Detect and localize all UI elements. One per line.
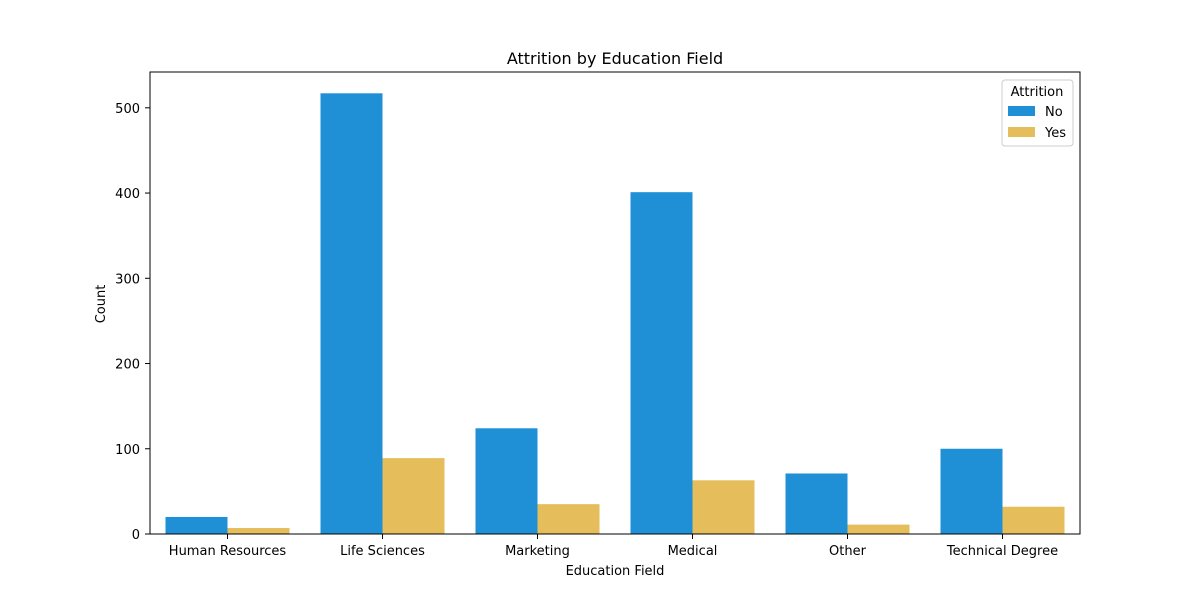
x-tick-label: Other <box>829 544 867 559</box>
x-tick-label: Life Sciences <box>340 544 425 559</box>
legend-title: Attrition <box>1011 85 1064 100</box>
bar-technical-degree-yes <box>1002 506 1065 534</box>
bar-other-no <box>785 473 848 534</box>
bar-marketing-no <box>475 428 538 534</box>
bar-life-sciences-yes <box>382 458 445 534</box>
legend-label-yes: Yes <box>1044 126 1066 141</box>
bar-medical-yes <box>692 480 755 534</box>
legend-label-no: No <box>1045 105 1063 120</box>
y-axis-ticks: 0 100 200 300 400 500 <box>115 102 150 543</box>
bar-marketing-yes <box>537 504 600 534</box>
bar-life-sciences-no <box>320 93 383 534</box>
x-tick-label: Marketing <box>505 544 570 559</box>
bar-human-resources-no <box>165 516 228 534</box>
y-tick-label: 500 <box>115 102 140 117</box>
y-tick-label: 100 <box>115 443 140 458</box>
y-axis-label: Count <box>94 285 109 324</box>
chart-title: Attrition by Education Field <box>507 49 723 68</box>
bar-technical-degree-no <box>940 448 1003 534</box>
bar-medical-no <box>630 192 693 535</box>
x-tick-label: Medical <box>668 544 718 559</box>
y-tick-label: 0 <box>132 528 140 543</box>
x-axis-ticks: Human Resources Life Sciences Marketing Med… <box>169 534 1058 559</box>
y-tick-label: 400 <box>115 187 140 202</box>
y-tick-label: 200 <box>115 358 140 373</box>
x-tick-label: Technical Degree <box>946 544 1058 559</box>
x-axis-label: Education Field <box>566 564 665 579</box>
bars-group <box>165 93 1065 535</box>
x-tick-label: Human Resources <box>169 544 287 559</box>
legend-swatch-yes <box>1008 127 1035 137</box>
y-tick-label: 300 <box>115 272 140 287</box>
plot-frame <box>149 71 1081 535</box>
bar-human-resources-yes <box>227 528 290 534</box>
legend: Attrition No Yes <box>1001 79 1074 147</box>
bar-other-yes <box>847 524 910 534</box>
legend-swatch-no <box>1008 106 1035 116</box>
